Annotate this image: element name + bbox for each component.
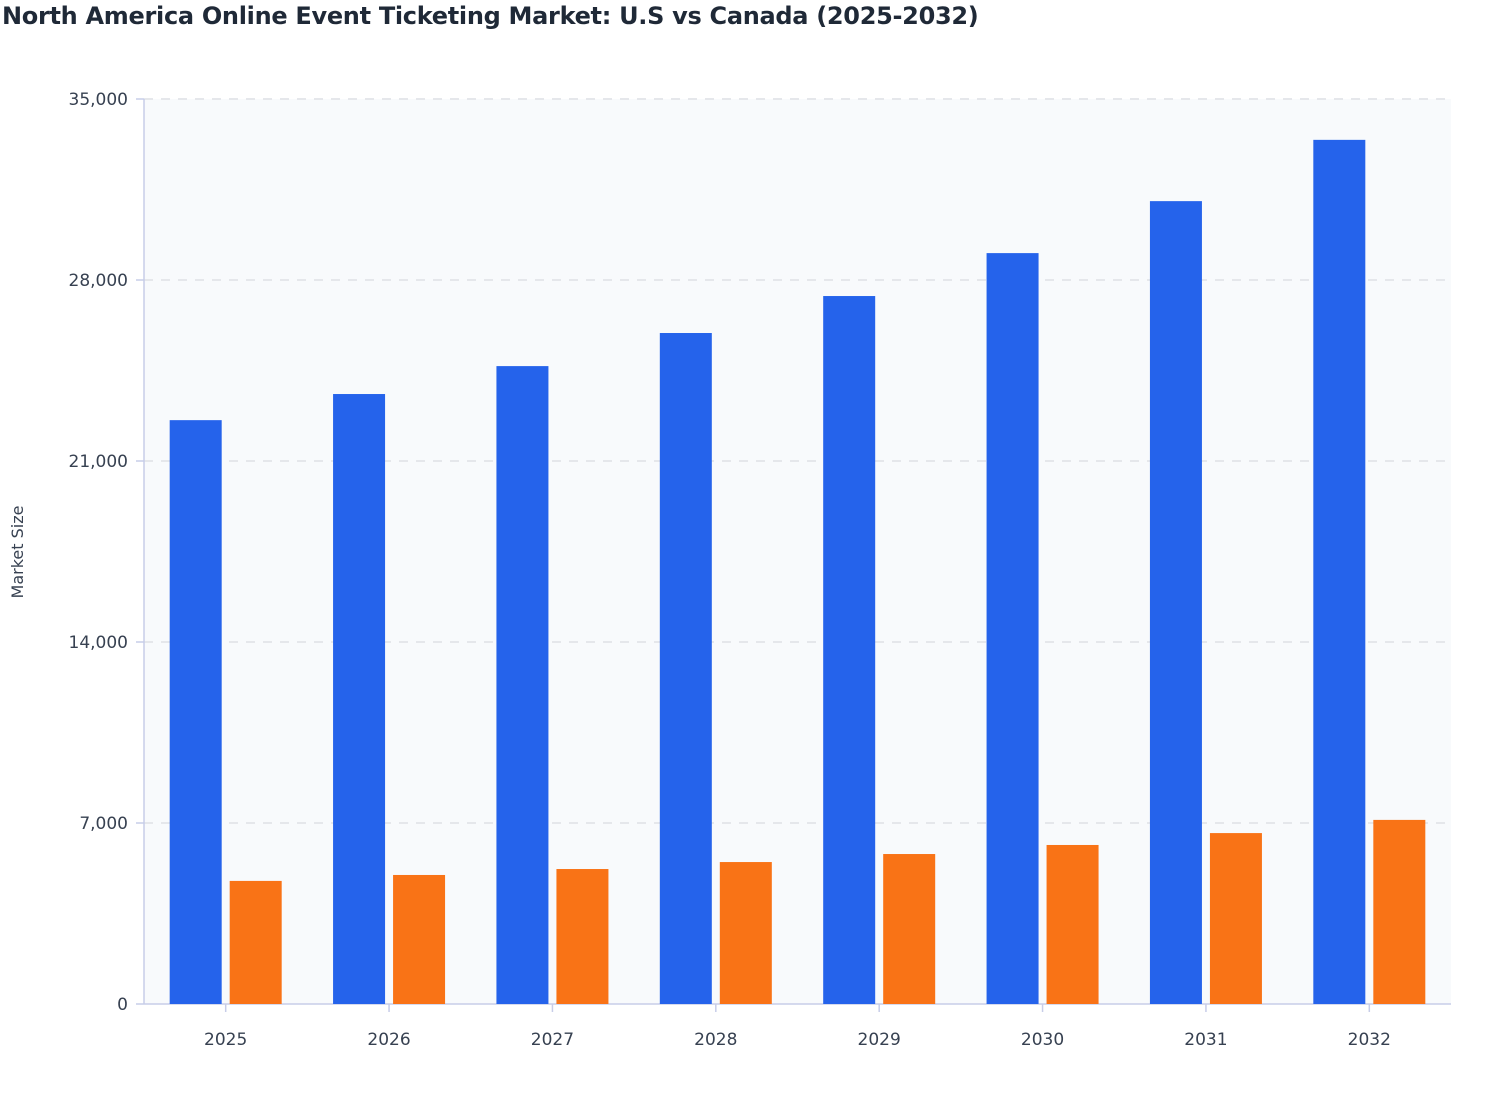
bar-canada: [1373, 819, 1426, 1004]
bar-us: [333, 394, 386, 1004]
y-axis-label: Market Size: [8, 506, 27, 599]
bar-us: [169, 420, 222, 1004]
x-tick-label: 2032: [1348, 1030, 1391, 1050]
x-tick-label: 2028: [694, 1030, 737, 1050]
y-tick-label: 7,000: [79, 814, 128, 834]
y-tick-label: 14,000: [69, 633, 128, 653]
y-tick-label: 35,000: [69, 90, 128, 110]
bar-canada: [883, 854, 936, 1004]
bar-us: [496, 366, 549, 1005]
y-tick-label: 0: [117, 995, 128, 1015]
bar-us: [986, 253, 1039, 1004]
bar-us: [823, 296, 876, 1004]
bar-canada: [1046, 844, 1099, 1004]
bar-canada: [229, 880, 282, 1004]
x-tick-label: 2026: [367, 1030, 410, 1050]
bar-us: [1313, 139, 1366, 1005]
x-tick-label: 2025: [204, 1030, 247, 1050]
y-tick-label: 28,000: [69, 271, 128, 291]
x-tick-label: 2027: [531, 1030, 574, 1050]
y-tick-label: 21,000: [69, 452, 128, 472]
x-tick-label: 2030: [1021, 1030, 1064, 1050]
bar-us: [1149, 201, 1202, 1004]
x-tick-label: 2029: [858, 1030, 901, 1050]
bar-canada: [556, 869, 609, 1004]
x-tick-label: 2031: [1184, 1030, 1227, 1050]
bar-canada: [1209, 833, 1262, 1004]
bar-canada: [393, 874, 446, 1004]
bar-canada: [719, 862, 772, 1004]
bar-us: [659, 333, 712, 1004]
chart-title: North America Online Event Ticketing Mar…: [2, 2, 979, 30]
